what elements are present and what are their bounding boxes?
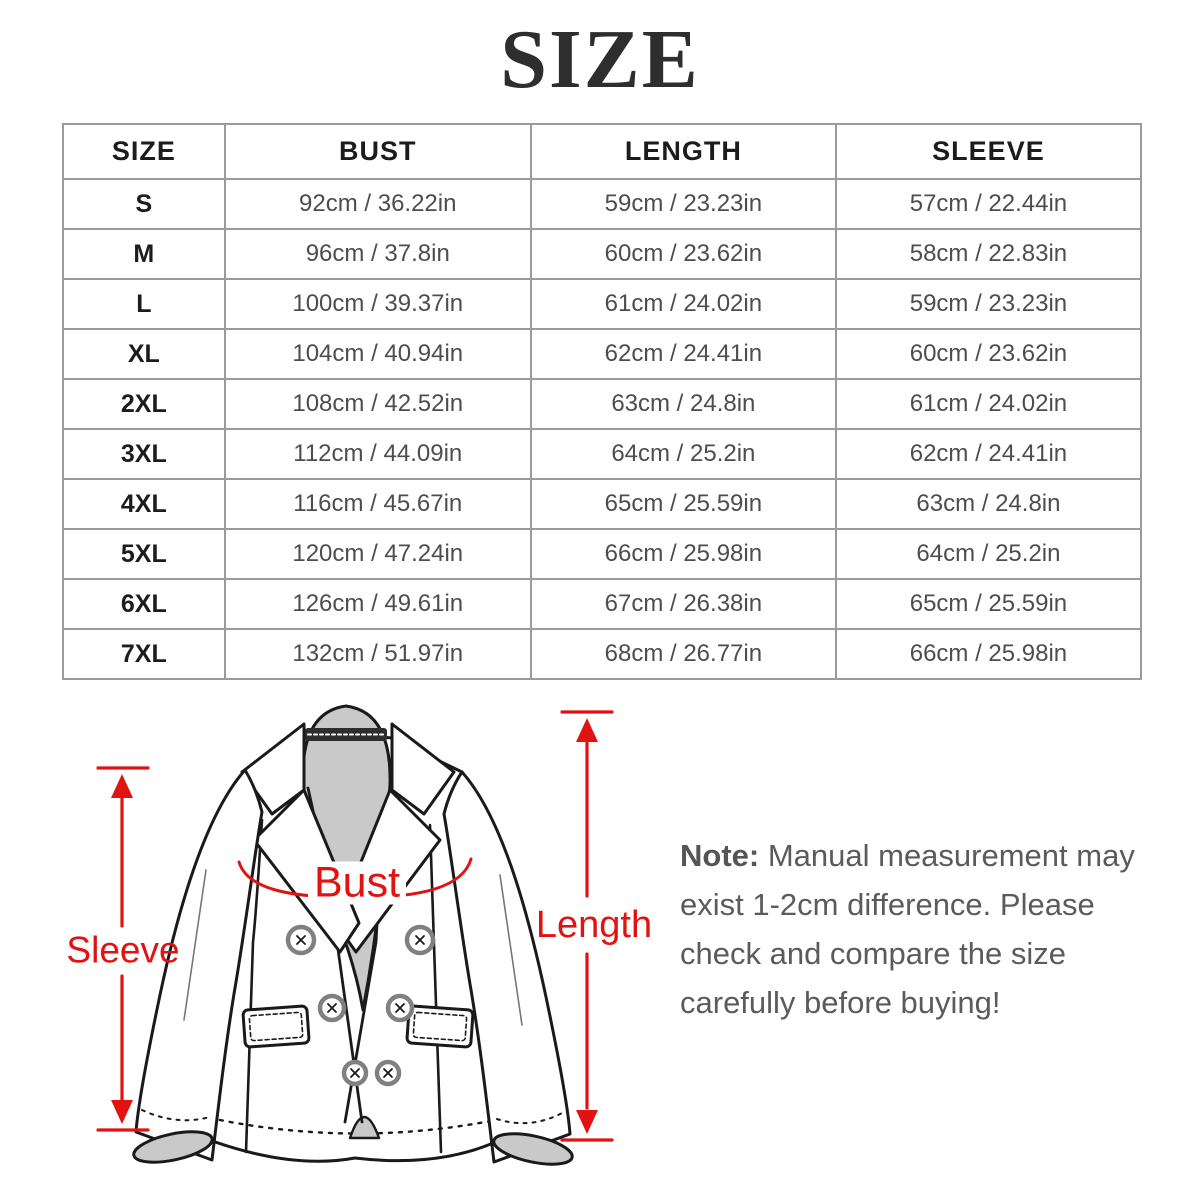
sleeve-value: 59cm / 23.23in — [834, 278, 1143, 330]
table-row: S 92cm / 36.22in 59cm / 23.23in 57cm / 2… — [62, 178, 1143, 230]
length-value: 59cm / 23.23in — [529, 178, 837, 230]
size-value: M — [62, 228, 226, 280]
cuff-lining-left — [132, 1130, 214, 1164]
sleeve-value: 58cm / 22.83in — [834, 228, 1143, 280]
table-row: M 96cm / 37.8in 60cm / 23.62in 58cm / 22… — [62, 228, 1143, 280]
page-title: SIZE — [500, 13, 700, 106]
sleeve-value: 65cm / 25.59in — [834, 578, 1143, 630]
pocket-flap-right — [405, 1004, 475, 1049]
column-header-sleeve: SLEEVE — [834, 123, 1143, 180]
length-measure-label: Length — [535, 904, 653, 946]
jacket-sleeve-left — [134, 768, 264, 1162]
bust-value: 132cm / 51.97in — [223, 628, 532, 680]
length-value: 63cm / 24.8in — [529, 378, 837, 430]
size-value: 6XL — [62, 578, 226, 630]
sleeve-arrow-icon — [96, 766, 150, 1132]
size-value: L — [62, 278, 226, 330]
note-text: Manual measurement may exist 1-2cm diffe… — [680, 838, 1135, 1020]
bust-value: 126cm / 49.61in — [223, 578, 532, 630]
bust-value: 116cm / 45.67in — [223, 478, 532, 530]
table-row: XL 104cm / 40.94in 62cm / 24.41in 60cm /… — [62, 328, 1143, 380]
sleeve-value: 57cm / 22.44in — [834, 178, 1143, 230]
bust-value: 104cm / 40.94in — [223, 328, 532, 380]
length-value: 60cm / 23.62in — [529, 228, 837, 280]
sleeve-value: 60cm / 23.62in — [834, 328, 1143, 380]
bust-value: 112cm / 44.09in — [223, 428, 532, 480]
table-row: 3XL 112cm / 44.09in 64cm / 25.2in 62cm /… — [62, 428, 1143, 480]
sleeve-value: 66cm / 25.98in — [834, 628, 1143, 680]
sleeve-value: 61cm / 24.02in — [834, 378, 1143, 430]
length-value: 67cm / 26.38in — [529, 578, 837, 630]
table-row: 5XL 120cm / 47.24in 66cm / 25.98in 64cm … — [62, 528, 1143, 580]
bust-value: 92cm / 36.22in — [223, 178, 532, 230]
sleeve-value: 64cm / 25.2in — [834, 528, 1143, 580]
bust-value: 100cm / 39.37in — [223, 278, 532, 330]
size-value: S — [62, 178, 226, 230]
size-value: 5XL — [62, 528, 226, 580]
jacket-illustration — [96, 704, 614, 1166]
measurement-figure: Sleeve Bust Length — [0, 690, 1200, 1200]
sleeve-value: 63cm / 24.8in — [834, 478, 1143, 530]
length-value: 62cm / 24.41in — [529, 328, 837, 380]
jacket-sleeve-right — [442, 770, 572, 1164]
column-header-bust: BUST — [223, 123, 532, 180]
size-table-body: S 92cm / 36.22in 59cm / 23.23in 57cm / 2… — [62, 178, 1143, 680]
pocket-flap-left — [241, 1004, 311, 1049]
table-header-row: SIZE BUST LENGTH SLEEVE — [62, 123, 1143, 180]
sleeve-value: 62cm / 24.41in — [834, 428, 1143, 480]
length-arrow-icon — [560, 710, 614, 1142]
note-label: Note: — [680, 838, 760, 873]
bust-value: 120cm / 47.24in — [223, 528, 532, 580]
table-row: 4XL 116cm / 45.67in 65cm / 25.59in 63cm … — [62, 478, 1143, 530]
length-value: 65cm / 25.59in — [529, 478, 837, 530]
cuff-lining-right — [492, 1132, 574, 1166]
column-header-length: LENGTH — [529, 123, 837, 180]
size-value: 3XL — [62, 428, 226, 480]
jacket-collar-left — [240, 722, 306, 816]
bust-value: 108cm / 42.52in — [223, 378, 532, 430]
jacket-collar-right — [390, 722, 456, 816]
length-value: 61cm / 24.02in — [529, 278, 837, 330]
table-row: 7XL 132cm / 51.97in 68cm / 26.77in 66cm … — [62, 628, 1143, 680]
measurement-note: Note: Manual measurement may exist 1-2cm… — [680, 832, 1158, 1028]
size-chart-table: SIZE BUST LENGTH SLEEVE S 92cm / 36.22in… — [62, 123, 1143, 680]
size-value: 2XL — [62, 378, 226, 430]
length-value: 68cm / 26.77in — [529, 628, 837, 680]
table-row: 2XL 108cm / 42.52in 63cm / 24.8in 61cm /… — [62, 378, 1143, 430]
length-value: 66cm / 25.98in — [529, 528, 837, 580]
table-row: 6XL 126cm / 49.61in 67cm / 26.38in 65cm … — [62, 578, 1143, 630]
size-value: 4XL — [62, 478, 226, 530]
size-value: 7XL — [62, 628, 226, 680]
table-row: L 100cm / 39.37in 61cm / 24.02in 59cm / … — [62, 278, 1143, 330]
column-header-size: SIZE — [62, 123, 226, 180]
sleeve-measure-label: Sleeve — [66, 929, 180, 971]
bust-value: 96cm / 37.8in — [223, 228, 532, 280]
size-value: XL — [62, 328, 226, 380]
length-value: 64cm / 25.2in — [529, 428, 837, 480]
button-cross-marks — [296, 935, 425, 1078]
bust-measure-label: Bust — [307, 861, 407, 905]
